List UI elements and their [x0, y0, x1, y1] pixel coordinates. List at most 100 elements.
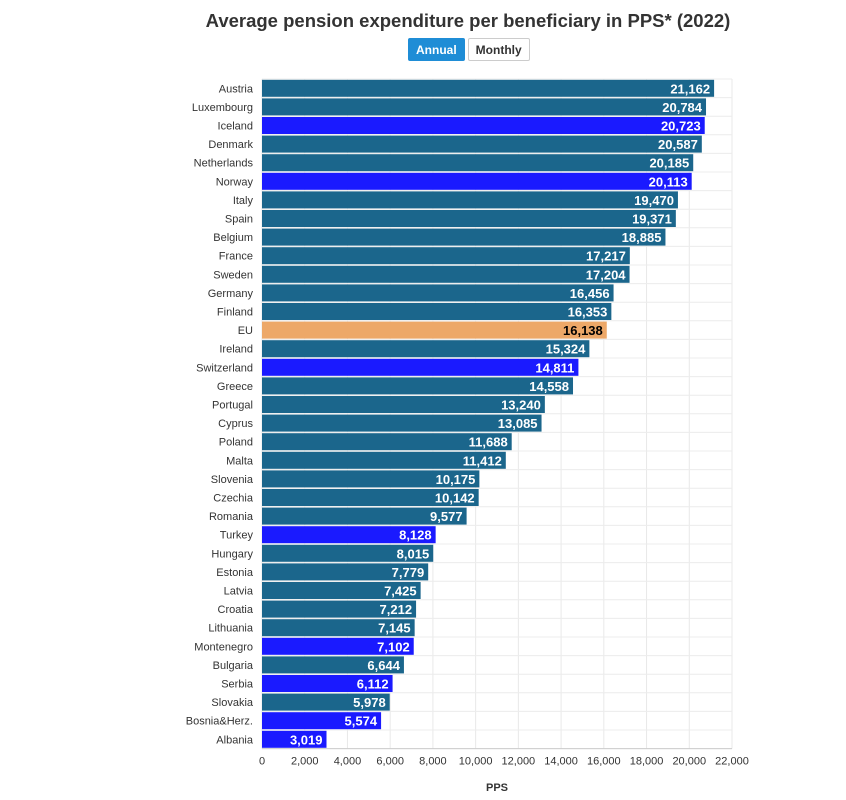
bar-lithuania[interactable]	[262, 619, 415, 637]
value-label: 8,128	[399, 528, 432, 543]
bar-romania[interactable]	[262, 507, 467, 525]
x-axis-title: PPS	[486, 782, 508, 794]
value-label: 13,240	[501, 398, 541, 413]
value-label: 11,412	[463, 453, 502, 468]
gridlines	[261, 78, 733, 750]
bar-slovenia[interactable]	[262, 470, 480, 488]
category-label: Sweden	[213, 269, 253, 281]
bar-turkey[interactable]	[262, 526, 436, 544]
bar-austria[interactable]	[262, 79, 715, 97]
value-label: 7,425	[384, 584, 417, 599]
bar-serbia[interactable]	[262, 675, 393, 692]
bar-iceland[interactable]	[262, 117, 705, 134]
category-label: Iceland	[218, 121, 253, 133]
bar-bulgaria[interactable]	[262, 656, 404, 674]
bar-france[interactable]	[262, 247, 630, 265]
bar-luxembourg[interactable]	[262, 98, 707, 116]
bar-montenegro[interactable]	[262, 637, 414, 655]
category-label: Portugal	[212, 400, 253, 412]
bar-ireland[interactable]	[262, 340, 590, 358]
value-label: 7,212	[380, 602, 413, 617]
period-toggle: Annual Monthly	[408, 38, 530, 61]
bar-cyprus[interactable]	[262, 414, 542, 432]
category-label: Latvia	[224, 586, 254, 598]
category-label: Belgium	[213, 232, 253, 244]
bar-spain[interactable]	[262, 210, 676, 227]
value-label: 20,185	[649, 156, 689, 171]
bar-norway[interactable]	[262, 172, 692, 190]
x-tick-label: 12,000	[502, 756, 536, 768]
bar-poland[interactable]	[262, 433, 512, 451]
category-label: Croatia	[218, 604, 254, 616]
x-tick-label: 10,000	[459, 756, 493, 768]
category-label: Montenegro	[194, 641, 253, 653]
bar-netherlands[interactable]	[262, 154, 694, 172]
bar-latvia[interactable]	[262, 582, 421, 599]
category-label: Turkey	[220, 530, 254, 542]
value-label: 20,113	[649, 174, 688, 189]
category-label: Ireland	[219, 344, 253, 356]
bar-italy[interactable]	[262, 191, 678, 209]
category-label: Denmark	[208, 139, 253, 151]
bar-eu[interactable]	[262, 321, 607, 339]
bar-denmark[interactable]	[262, 135, 702, 153]
category-label: Estonia	[216, 567, 254, 579]
category-label: Albania	[216, 734, 254, 746]
value-label: 7,779	[392, 565, 425, 580]
value-label: 7,102	[377, 639, 410, 654]
bar-finland[interactable]	[262, 303, 612, 320]
category-label: Bulgaria	[213, 660, 254, 672]
bar-bosnia-herz-[interactable]	[262, 712, 382, 730]
category-label: Hungary	[211, 548, 253, 560]
bar-sweden[interactable]	[262, 265, 630, 283]
bar-czechia[interactable]	[262, 489, 479, 506]
chart-title: Average pension expenditure per benefici…	[205, 10, 731, 31]
category-label: Italy	[233, 195, 254, 207]
value-label: 6,644	[367, 658, 400, 673]
x-tick-label: 22,000	[715, 756, 749, 768]
value-label: 16,353	[568, 305, 608, 320]
category-label: Finland	[217, 307, 253, 319]
bar-albania[interactable]	[262, 730, 327, 748]
bar-germany[interactable]	[262, 284, 614, 302]
category-label: Lithuania	[208, 623, 254, 635]
category-label: Germany	[208, 288, 254, 300]
value-label: 11,688	[469, 435, 508, 450]
category-label: Poland	[219, 437, 253, 449]
bar-estonia[interactable]	[262, 563, 429, 581]
category-label: France	[219, 251, 253, 263]
bar-malta[interactable]	[262, 451, 506, 469]
category-label: Bosnia&Herz.	[186, 716, 253, 728]
bar-slovakia[interactable]	[262, 693, 390, 711]
value-label: 19,470	[634, 193, 674, 208]
value-label: 8,015	[397, 546, 430, 561]
category-label: Austria	[219, 83, 254, 95]
value-label: 13,085	[498, 416, 538, 431]
bar-switzerland[interactable]	[262, 358, 579, 376]
value-label: 16,138	[563, 323, 603, 338]
bars	[262, 79, 715, 748]
annual-button[interactable]: Annual	[408, 38, 465, 61]
bar-portugal[interactable]	[262, 396, 545, 413]
category-labels: Austria Luxembourg Iceland Denmark Netherlan…	[186, 83, 254, 746]
x-tick-label: 16,000	[587, 756, 621, 768]
value-label: 15,324	[546, 342, 587, 357]
monthly-button[interactable]: Monthly	[467, 38, 530, 61]
bar-greece[interactable]	[262, 377, 574, 395]
x-axis-ticks: 0 2,000 4,000 6,000 8,000 10,000 12,000 14,000 1…	[259, 756, 749, 768]
bar-belgium[interactable]	[262, 228, 666, 246]
value-label: 21,162	[670, 81, 710, 96]
value-label: 17,217	[586, 249, 626, 264]
value-labels: 21,162 20,784 20,723 20,587 20,185 20,113 19,4…	[290, 81, 710, 747]
value-label: 7,145	[378, 621, 411, 636]
x-tick-label: 8,000	[419, 756, 447, 768]
value-label: 9,577	[430, 509, 463, 524]
value-label: 5,978	[353, 695, 386, 710]
x-tick-label: 14,000	[544, 756, 578, 768]
value-label: 3,019	[290, 732, 323, 747]
bar-hungary[interactable]	[262, 544, 434, 562]
value-label: 20,587	[658, 137, 698, 152]
bar-croatia[interactable]	[262, 600, 417, 618]
category-label: Luxembourg	[192, 102, 253, 114]
